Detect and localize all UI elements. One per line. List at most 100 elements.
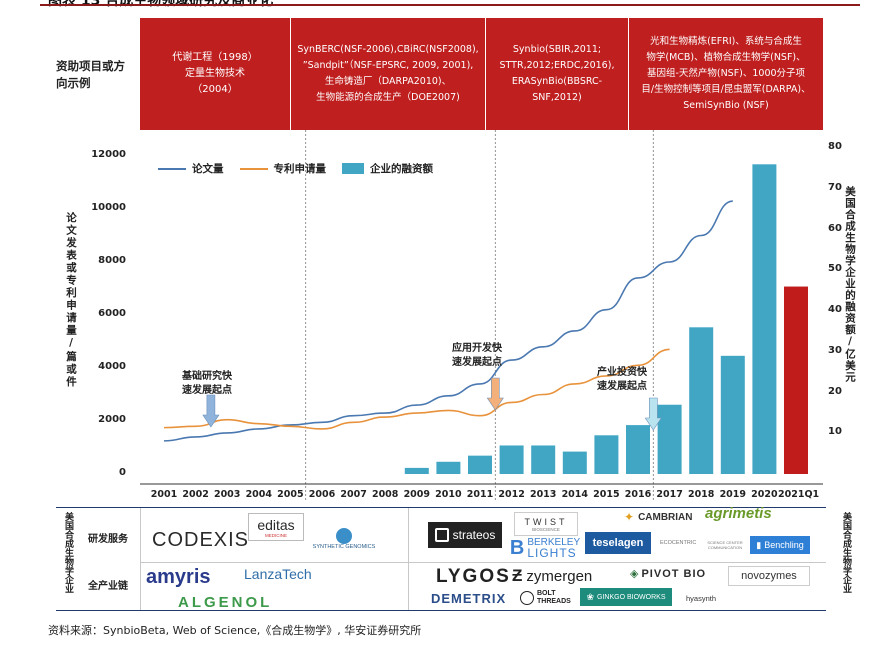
funding-bars bbox=[404, 164, 808, 475]
zymergen-icon: Ƶ bbox=[512, 566, 523, 585]
source-note: 资料来源：SynbioBeta, Web of Science,《合成生物学》,… bbox=[48, 624, 422, 637]
funding-bar-2011 bbox=[468, 455, 492, 474]
strateos-logo: strateos bbox=[428, 522, 502, 548]
funding-bar-2014 bbox=[562, 451, 587, 474]
funding-box-3-line: Synbio(SBIR,2011; bbox=[512, 44, 602, 55]
arrow-basic-icon bbox=[202, 394, 220, 428]
funding-box-4: 光和生物精炼(EFRI)、系统与合成生 物学(MCB)、植物合成生物学(NSF)、… bbox=[629, 18, 823, 130]
twist-logo: TWIST BIOSCIENCE bbox=[514, 512, 578, 536]
funding-bar-2016 bbox=[626, 425, 650, 474]
left-tick-label: 2000 bbox=[98, 414, 126, 425]
x-tick-label: 2010 bbox=[435, 489, 462, 500]
funding-box-2-line: 生命铸造厂（DARPA2010)、 bbox=[324, 76, 452, 87]
funding-bar-2013 bbox=[531, 445, 556, 474]
strateos-logo-text: strateos bbox=[452, 528, 496, 542]
berkeley-lights-line-2: LIGHTS bbox=[527, 546, 577, 560]
full-chain-label: 全产业链 bbox=[88, 581, 128, 592]
agrimetis-logo: agrimetis bbox=[705, 505, 772, 522]
companies-row-label: 美国合成生物学企业 bbox=[63, 512, 73, 593]
berkeley-lights-text: BERKELEY LIGHTS bbox=[527, 537, 580, 559]
annotation-industry: 产业投资快 速发展起点 bbox=[597, 366, 647, 394]
x-tick-label: 2007 bbox=[340, 489, 367, 500]
series-lines bbox=[163, 200, 733, 442]
funding-box-4-line: 光和生物精炼(EFRI)、系统与合成生 bbox=[650, 36, 802, 47]
funding-box-1: 代谢工程（1998） 定量生物技术 （2004） bbox=[140, 18, 290, 130]
annotation-industry-line: 速发展起点 bbox=[597, 381, 647, 392]
companies-row-label-right: 美国合成生物学企业 bbox=[841, 512, 851, 593]
lygos-logo: LYGOS bbox=[436, 566, 511, 587]
x-tick-label: 2013 bbox=[529, 489, 557, 500]
funding-bar-2021Q1 bbox=[784, 286, 808, 474]
bolt-threads-line-2: THREADS bbox=[537, 598, 571, 605]
benchling-logo-text: Benchling bbox=[764, 540, 804, 550]
twist-logo-sub: BIOSCIENCE bbox=[532, 526, 560, 532]
demetrix-logo: DEMETRIX bbox=[431, 591, 507, 606]
companies-section-top-rule bbox=[56, 507, 826, 508]
title-rule bbox=[40, 4, 860, 6]
editas-logo-text: editas bbox=[257, 516, 295, 533]
annotation-basic-line: 速发展起点 bbox=[182, 385, 232, 396]
ginkgo-logo-text: GINKGO BIOWORKS bbox=[597, 593, 666, 601]
right-tick-label: 50 bbox=[828, 263, 842, 275]
x-tick-label: 2006 bbox=[308, 489, 336, 500]
funding-bar-2009 bbox=[404, 467, 429, 474]
zymergen-logo-text: zymergen bbox=[526, 567, 593, 585]
twist-logo-text: TWIST bbox=[524, 516, 568, 527]
hyasynth-logo: hyasynth bbox=[686, 594, 717, 603]
x-tick-label: 2009 bbox=[403, 489, 431, 500]
right-tick-label: 80 bbox=[828, 141, 842, 152]
cambrian-icon: ✦ bbox=[624, 510, 635, 524]
funding-bar-2018 bbox=[689, 327, 714, 474]
synthetic-genomics-logo: SYNTHETIC GENOMICS bbox=[312, 522, 376, 556]
companies-row-divider bbox=[140, 562, 826, 563]
funding-box-3: Synbio(SBIR,2011; STTR,2012;ERDC,2016), ER… bbox=[486, 18, 628, 130]
funding-box-2-line: 生物能源的合成生产（DOE2007) bbox=[316, 92, 460, 103]
legend-patents-label: 专利申请量 bbox=[273, 163, 327, 175]
x-tick-label: 2005 bbox=[277, 489, 304, 500]
right-axis-label: 美国合成生物学企业的融资额/亿美元 bbox=[844, 186, 856, 383]
funding-bar-2017 bbox=[657, 404, 682, 474]
right-tick-label: 20 bbox=[828, 385, 842, 397]
legend-papers-swatch bbox=[158, 167, 186, 170]
x-tick-label: 2008 bbox=[371, 489, 399, 500]
legend-papers: 论文量 bbox=[158, 161, 224, 176]
berkeley-lights-logo: B BERKELEY LIGHTS bbox=[508, 536, 582, 560]
x-tick-label: 2018 bbox=[687, 489, 715, 500]
funding-box-1-line: （2004） bbox=[192, 84, 238, 95]
ecocentric-logo: ECOCENTRIC bbox=[660, 540, 697, 546]
funding-box-4-line: 目/生物控制等项目/昆虫盟军(DARPA)、 bbox=[641, 84, 811, 95]
zymergen-logo: Ƶ zymergen bbox=[512, 566, 592, 586]
pivot-bio-icon: ◈ bbox=[630, 568, 639, 580]
rd-services-label: 研发服务 bbox=[88, 534, 128, 545]
phase-dividers bbox=[305, 130, 654, 500]
left-tick-label: 4000 bbox=[98, 361, 126, 372]
bolt-threads-icon bbox=[520, 591, 534, 605]
funding-box-3-line: STTR,2012;ERDC,2016), bbox=[499, 60, 615, 71]
x-tick-label: 2003 bbox=[213, 489, 241, 500]
strateos-icon bbox=[434, 528, 449, 542]
x-tick-label: 2002 bbox=[182, 489, 209, 500]
left-tick-label: 0 bbox=[119, 467, 126, 478]
patents-line bbox=[163, 348, 670, 430]
companies-col-divider-2 bbox=[140, 508, 141, 610]
annotation-basic: 基础研究快 速发展起点 bbox=[182, 370, 232, 398]
x-tick-label: 2004 bbox=[245, 489, 273, 500]
x-tick-label: 2021Q1 bbox=[778, 489, 820, 500]
funding-bar-2019 bbox=[720, 355, 745, 474]
legend-funding-swatch bbox=[342, 163, 364, 174]
teselagen-logo: teselagen bbox=[585, 532, 651, 554]
funding-box-2-line: ”Sandpit”（NSF-EPSRC, 2009, 2001), bbox=[302, 60, 474, 71]
annotation-applied-line: 应用开发快 bbox=[452, 343, 502, 354]
legend-patents: 专利申请量 bbox=[239, 161, 327, 176]
synthetic-genomics-text: SYNTHETIC GENOMICS bbox=[312, 544, 376, 550]
x-tick-label: 2020 bbox=[751, 489, 778, 500]
arrow-industry-icon bbox=[644, 397, 662, 431]
left-tick-label: 10000 bbox=[91, 202, 126, 213]
companies-section-bottom-rule bbox=[56, 610, 826, 611]
funding-box-4-line: 基因组-天然产物(NSF)、1000分子项 bbox=[646, 68, 806, 79]
x-tick-label: 2016 bbox=[624, 489, 652, 500]
algenol-logo: ALGENOL bbox=[178, 594, 273, 611]
berkeley-lights-line-1: BERKELEY bbox=[527, 537, 581, 548]
bolt-threads-logo: BOLT THREADS bbox=[520, 590, 571, 606]
